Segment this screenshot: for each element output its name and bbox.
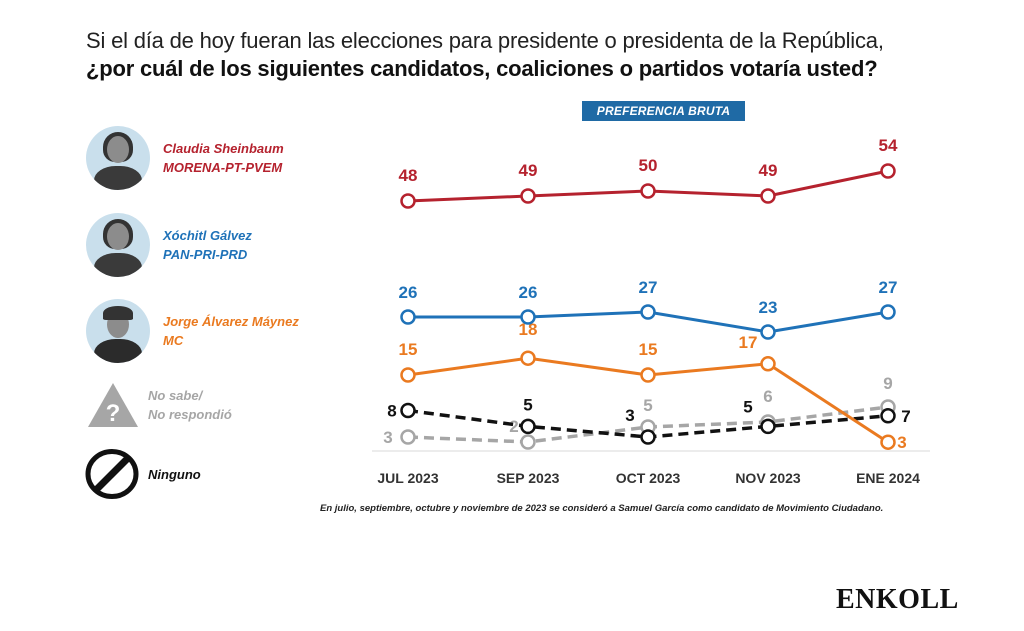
- question-line-2: ¿por cuál de los siguientes candidatos, …: [86, 56, 878, 81]
- data-label: 54: [879, 136, 898, 155]
- prohibited-icon: [85, 449, 139, 499]
- data-label: 7: [901, 407, 910, 426]
- data-label: 17: [739, 333, 758, 352]
- legend-party: MORENA-PT-PVEM: [163, 160, 283, 175]
- legend-name: Claudia Sheinbaum: [163, 141, 284, 156]
- x-tick-label: NOV 2023: [735, 470, 801, 486]
- data-label: 49: [759, 161, 778, 180]
- data-label: 23: [759, 298, 778, 317]
- legend-name: Xóchitl Gálvez: [163, 228, 252, 243]
- data-point: [400, 309, 416, 325]
- x-tick-label: OCT 2023: [616, 470, 681, 486]
- data-point: [520, 188, 536, 204]
- data-point: [760, 418, 776, 435]
- data-point: [640, 429, 656, 445]
- data-point: [760, 188, 776, 204]
- legend-party: MC: [163, 333, 184, 348]
- question-line-1: Si el día de hoy fueran las elecciones p…: [86, 28, 884, 53]
- data-label: 5: [743, 397, 752, 416]
- data-point: [760, 356, 776, 372]
- data-label: 48: [399, 166, 418, 185]
- data-label: 2: [509, 417, 518, 436]
- data-label: 15: [639, 340, 658, 359]
- data-point: [520, 309, 536, 325]
- legend-party: No respondió: [148, 407, 232, 422]
- legend-name: Jorge Álvarez Máynez: [163, 314, 299, 329]
- data-point: [400, 367, 416, 383]
- data-point: [520, 434, 536, 450]
- data-point: [640, 183, 656, 199]
- data-label: 27: [879, 278, 898, 297]
- legend-party: PAN-PRI-PRD: [163, 247, 248, 262]
- legend-item-galvez: Xóchitl Gálvez PAN-PRI-PRD: [86, 213, 252, 277]
- data-point: [520, 350, 536, 366]
- data-label: 3: [625, 406, 634, 425]
- legend-item-no-sabe: ? No sabe/ No respondió: [86, 381, 232, 429]
- data-label: 5: [523, 395, 532, 414]
- data-label: 3: [897, 433, 906, 452]
- x-tick-label: SEP 2023: [497, 470, 560, 486]
- avatar-maynez-icon: [86, 299, 150, 363]
- data-point: [640, 367, 656, 383]
- legend-name: No sabe/: [148, 388, 203, 403]
- data-label: 18: [519, 320, 538, 339]
- data-point: [400, 402, 416, 419]
- data-point: [880, 163, 896, 179]
- data-point: [880, 408, 896, 424]
- x-tick-label: ENE 2024: [856, 470, 920, 486]
- data-label: 26: [399, 283, 418, 302]
- data-point: [400, 429, 416, 445]
- data-label: 9: [883, 374, 892, 393]
- legend-name: Ninguno: [148, 466, 201, 482]
- legend-item-maynez: Jorge Álvarez Máynez MC: [86, 299, 299, 363]
- data-point: [880, 304, 896, 320]
- data-label: 15: [399, 340, 418, 359]
- data-point: [880, 434, 896, 450]
- x-tick-label: JUL 2023: [377, 470, 438, 486]
- preferencia-bruta-badge: PREFERENCIA BRUTA: [582, 101, 745, 121]
- legend-item-sheinbaum: Claudia Sheinbaum MORENA-PT-PVEM: [86, 126, 284, 190]
- data-label: 5: [643, 396, 652, 415]
- avatar-sheinbaum-icon: [86, 126, 150, 190]
- data-point: [400, 193, 416, 209]
- legend-item-ninguno: Ninguno: [84, 448, 201, 500]
- data-point: [640, 304, 656, 320]
- data-label: 50: [639, 156, 658, 175]
- enkoll-logo: ENKOLL: [836, 584, 959, 615]
- question-triangle-icon: ?: [88, 383, 138, 427]
- footnote: En julio, septiembre, octubre y noviembr…: [320, 503, 884, 514]
- data-label: 6: [763, 387, 772, 406]
- data-label: 8: [387, 402, 396, 421]
- data-label: 49: [519, 161, 538, 180]
- svg-text:?: ?: [106, 400, 121, 427]
- avatar-galvez-icon: [86, 213, 150, 277]
- data-point: [760, 324, 776, 340]
- data-label: 26: [519, 283, 538, 302]
- data-label: 27: [639, 278, 658, 297]
- data-point: [520, 418, 536, 435]
- data-label: 3: [383, 428, 392, 447]
